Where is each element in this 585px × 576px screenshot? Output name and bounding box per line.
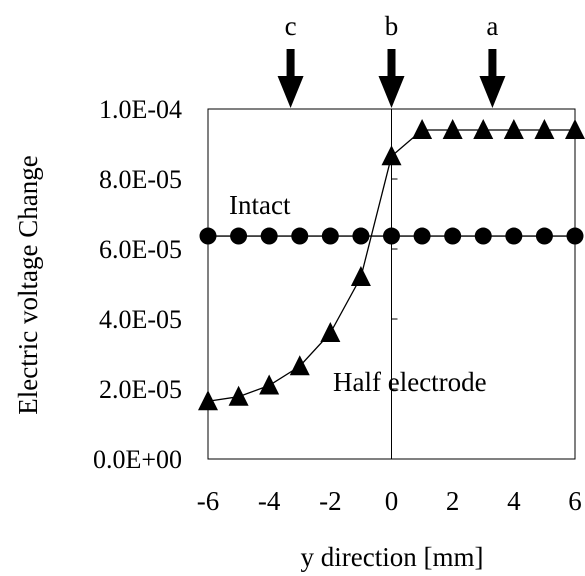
data-point-circle bbox=[230, 227, 248, 245]
y-tick-label: 1.0E-04 bbox=[99, 95, 182, 124]
annotation-label: b bbox=[385, 11, 399, 41]
data-point-triangle bbox=[503, 119, 524, 139]
x-tick-label: -2 bbox=[319, 486, 342, 516]
series-label-intact: Intact bbox=[229, 190, 291, 220]
annotation-label: c bbox=[285, 11, 297, 41]
x-tick-label: 2 bbox=[446, 486, 460, 516]
data-point-triangle bbox=[442, 119, 463, 139]
arrow-shaft bbox=[387, 49, 396, 79]
annotation-label: a bbox=[486, 11, 498, 41]
x-tick-label: -6 bbox=[197, 486, 220, 516]
arrow-shaft bbox=[488, 49, 497, 79]
x-tick-label: 4 bbox=[507, 486, 521, 516]
tick-labels: 0.0E+00 2.0E-05 4.0E-05 6.0E-05 8.0E-05 1.0E-… bbox=[93, 95, 582, 516]
y-tick-label: 0.0E+00 bbox=[93, 445, 182, 474]
data-point-triangle bbox=[198, 390, 218, 411]
y-tick-label: 4.0E-05 bbox=[99, 305, 182, 334]
data-point-circle bbox=[413, 227, 431, 245]
data-point-circle bbox=[291, 227, 309, 245]
data-point-triangle bbox=[473, 119, 494, 139]
data-point-circle bbox=[321, 227, 339, 245]
data-point-circle bbox=[383, 227, 400, 245]
data-point-circle bbox=[260, 227, 278, 245]
arrow-shaft bbox=[286, 49, 295, 79]
arrow-head bbox=[378, 76, 405, 108]
data-point-triangle bbox=[350, 266, 371, 286]
y-tick-label: 8.0E-05 bbox=[99, 165, 182, 194]
y-tick-label: 2.0E-05 bbox=[99, 375, 182, 404]
data-point-triangle bbox=[381, 145, 402, 166]
data-point-triangle bbox=[534, 119, 555, 139]
data-point-circle bbox=[566, 227, 584, 245]
plot-axes bbox=[207, 108, 576, 460]
series-layer bbox=[198, 119, 585, 411]
data-point-circle bbox=[444, 227, 462, 245]
data-point-triangle bbox=[228, 385, 249, 406]
data-point-triangle bbox=[565, 119, 585, 139]
data-point-circle bbox=[505, 227, 523, 245]
x-axis-label: y direction [mm] bbox=[301, 542, 484, 572]
data-point-triangle bbox=[412, 119, 433, 139]
data-point-triangle bbox=[320, 322, 341, 342]
data-point-circle bbox=[474, 227, 492, 245]
data-point-triangle bbox=[259, 374, 280, 395]
arrow-head bbox=[277, 76, 304, 108]
data-point-triangle bbox=[289, 355, 310, 376]
arrow-head bbox=[479, 76, 506, 108]
series-label-half-electrode: Half electrode bbox=[333, 367, 487, 397]
y-tick-label: 6.0E-05 bbox=[99, 235, 182, 264]
x-tick-label: 6 bbox=[568, 486, 582, 516]
y-axis-label: Electric voltage Change bbox=[13, 155, 43, 414]
data-point-circle bbox=[199, 227, 217, 245]
data-point-circle bbox=[535, 227, 553, 245]
x-tick-label: -4 bbox=[258, 486, 281, 516]
data-point-circle bbox=[352, 227, 370, 245]
x-tick-label: 0 bbox=[385, 486, 399, 516]
